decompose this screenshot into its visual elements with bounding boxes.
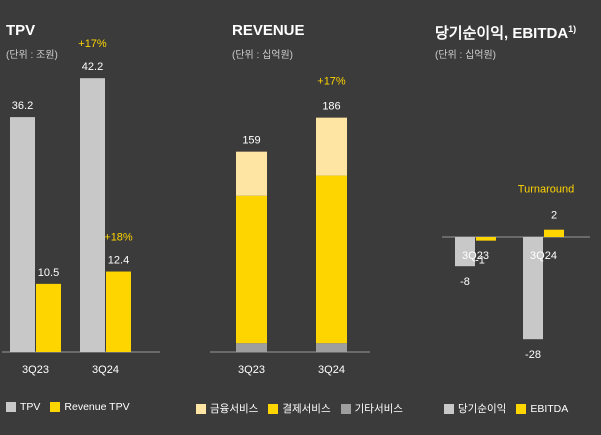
revenue-stack-segment — [236, 151, 267, 196]
tpv-growth-annotation: +18% — [104, 232, 133, 244]
profit-bar-value-label: -28 — [525, 349, 541, 361]
profit-unit: (단위 : 십억원) — [435, 50, 496, 61]
profit-bar — [455, 237, 475, 267]
profit-legend-label: 당기순이익 — [458, 403, 507, 415]
revenue-stack-segment — [236, 195, 267, 344]
profit-bar — [476, 237, 496, 241]
revenue-unit: (단위 : 십억원) — [232, 50, 293, 61]
revenue-legend-swatch — [196, 403, 206, 414]
tpv-bar — [106, 271, 131, 352]
tpv-legend-label: TPV — [20, 401, 41, 413]
profit-title-footnote: 1) — [568, 24, 577, 34]
tpv-bar-value-label: 12.4 — [108, 255, 129, 267]
profit-bar — [523, 237, 543, 340]
tpv-legend-item: Revenue TPV — [50, 401, 130, 413]
profit-legend: 당기순이익 EBITDA — [444, 401, 578, 416]
revenue-legend-label: 기타서비스 — [354, 403, 403, 415]
revenue-legend-swatch — [340, 403, 351, 414]
tpv-bar — [10, 117, 35, 352]
tpv-bar — [80, 78, 105, 353]
revenue-x-tick-label: 3Q23 — [238, 364, 265, 376]
tpv-x-tick-label: 3Q24 — [92, 364, 119, 376]
tpv-legend-label: Revenue TPV — [64, 401, 130, 413]
revenue-total-label: 186 — [322, 101, 340, 113]
profit-legend-item: 당기순이익 — [444, 401, 506, 416]
revenue-stack-segment — [316, 117, 347, 176]
revenue-total-label: 159 — [242, 135, 260, 147]
tpv-unit: (단위 : 조원) — [6, 50, 58, 61]
revenue-title: REVENUE — [232, 22, 305, 39]
revenue-legend-swatch — [268, 403, 279, 414]
revenue-legend-label: 결제서비스 — [282, 403, 331, 415]
revenue-stack-segment — [236, 343, 267, 352]
tpv-title: TPV — [6, 22, 36, 39]
profit-legend-label: EBITDA — [530, 402, 569, 415]
revenue-legend-item: 결제서비스 — [268, 401, 331, 416]
revenue-legend: 금융서비스 결제서비스 기타서비스 — [196, 401, 413, 416]
tpv-legend-swatch — [6, 402, 16, 412]
profit-x-tick-label: 3Q24 — [530, 250, 557, 262]
revenue-x-tick-label: 3Q24 — [318, 364, 345, 376]
revenue-legend-label: 금융서비스 — [210, 403, 259, 415]
profit-title: 당기순이익, EBITDA1) — [435, 22, 576, 43]
tpv-x-tick-label: 3Q23 — [22, 364, 49, 376]
profit-turnaround-annotation: Turnaround — [518, 184, 574, 196]
profit-title-text: 당기순이익, EBITDA — [435, 25, 569, 42]
profit-legend-item: EBITDA — [516, 403, 568, 415]
tpv-legend-item: TPV — [6, 401, 40, 413]
tpv-bar — [36, 283, 61, 352]
tpv-bar-value-label: 36.2 — [12, 100, 33, 112]
profit-legend-swatch — [516, 403, 527, 414]
revenue-legend-item: 기타서비스 — [340, 401, 403, 416]
tpv-growth-annotation: +17% — [78, 38, 107, 50]
profit-bar-value-label: -8 — [460, 276, 470, 288]
tpv-bar-value-label: 42.2 — [82, 61, 103, 73]
revenue-stack-segment — [316, 175, 347, 344]
profit-legend-swatch — [444, 403, 454, 414]
revenue-legend-item: 금융서비스 — [196, 401, 258, 416]
tpv-bar-value-label: 10.5 — [38, 267, 59, 279]
profit-bar-value-label: -1 — [475, 255, 485, 267]
revenue-growth-annotation: +17% — [317, 76, 346, 88]
profit-x-tick-label: 3Q23 — [462, 250, 489, 262]
revenue-stack-segment — [316, 343, 347, 352]
profit-bar-value-label: 2 — [551, 210, 557, 222]
tpv-legend: TPV Revenue TPV — [6, 401, 140, 413]
profit-bar — [544, 229, 564, 237]
tpv-legend-swatch — [50, 402, 61, 412]
